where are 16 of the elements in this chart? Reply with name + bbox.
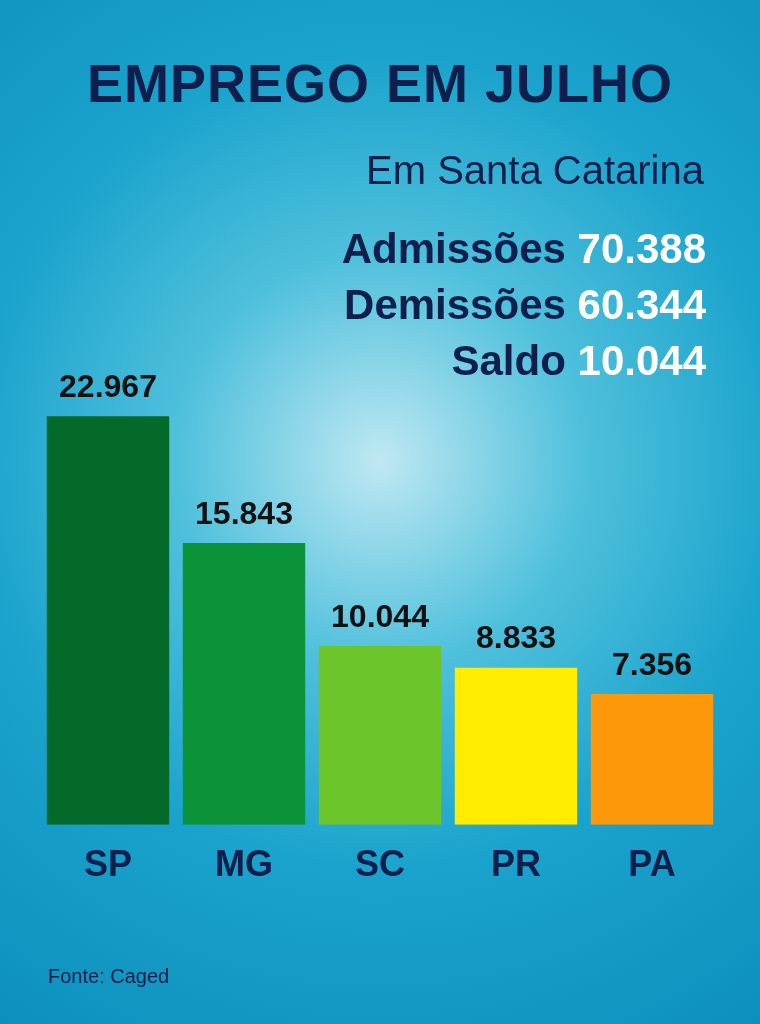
data-label: 22.967 (59, 368, 157, 404)
text: Demissões 60.344 (344, 281, 706, 328)
data-label: 15.843 (195, 494, 293, 531)
chart-title: EMPREGO EM JULHO (85, 52, 675, 114)
x-tick-label: SC (354, 843, 406, 885)
data-label: 8.833 (475, 619, 557, 656)
text: Saldo 10.044 (451, 337, 706, 384)
chart-subtitle: Em Santa Catarina (366, 148, 704, 193)
source-note: Fonte: Caged (48, 965, 170, 988)
data-label: 10.044 (331, 597, 430, 634)
x-tick-label: PA (628, 843, 676, 885)
text: Admissões 70.388 (341, 225, 706, 272)
x-tick-label: SP (83, 843, 133, 885)
x-tick-label: PR (490, 843, 542, 885)
data-label: 7.356 (611, 645, 693, 682)
x-tick-label: MG (215, 843, 273, 885)
